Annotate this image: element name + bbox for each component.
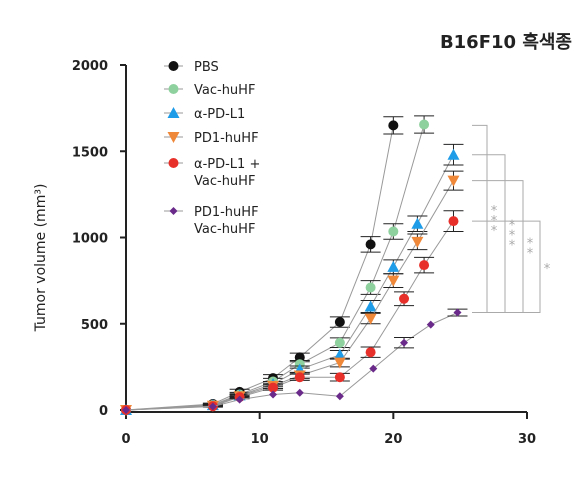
data-point: [335, 392, 344, 401]
significance-mark: *: [509, 219, 516, 234]
data-point: [294, 352, 305, 363]
legend-item: PBS: [164, 60, 219, 75]
legend-label: α-PD-L1 + Vac-huHF: [194, 157, 260, 189]
data-point: [419, 260, 430, 271]
legend-item: Vac-huHF: [164, 83, 255, 98]
data-point: [334, 337, 345, 348]
legend-marker: [167, 107, 180, 118]
data-point: [447, 175, 460, 187]
legend-label: α-PD-L1: [194, 107, 245, 122]
data-point: [388, 120, 399, 131]
significance-mark: *: [527, 237, 534, 252]
significance-brackets: *** *** ***: [472, 124, 551, 314]
legend-item: α-PD-L1: [164, 107, 245, 122]
data-point: [387, 275, 400, 287]
series-line: [125, 220, 454, 411]
series-line: [125, 180, 454, 411]
data-point: [387, 260, 400, 272]
series-layer: [120, 115, 468, 416]
legend: PBS Vac-huHF α-PD-L1 PD1-huHF α-PD-L1 + Vac-h…: [164, 60, 260, 237]
data-point: [334, 372, 345, 383]
y-tick-label: 1000: [72, 232, 108, 247]
significance-mark: *: [509, 229, 516, 244]
legend-label: PD1-huHF: [194, 131, 259, 146]
series-line: [125, 124, 425, 411]
y-tick-label: 2000: [72, 59, 108, 74]
data-point: [364, 300, 377, 312]
legend-marker: [169, 207, 178, 215]
y-tick-label: 500: [81, 318, 108, 333]
series-line: [125, 154, 454, 411]
significance-mark: *: [491, 224, 498, 239]
data-point: [453, 308, 462, 317]
legend-label: PD1-huHF Vac-huHF: [194, 205, 259, 237]
data-point: [268, 382, 279, 393]
data-point: [333, 357, 346, 369]
x-tick-label: 20: [384, 432, 402, 447]
data-point: [295, 388, 304, 397]
series-line: [125, 312, 458, 411]
data-point: [364, 313, 377, 325]
legend-label: PBS: [194, 60, 219, 75]
significance-mark: *: [527, 247, 534, 262]
data-point: [334, 317, 345, 328]
x-tick-label: 30: [518, 432, 536, 447]
series-4: [121, 210, 464, 415]
series-1: [121, 115, 435, 415]
data-point: [365, 347, 376, 358]
legend-item: PD1-huHF: [164, 131, 259, 146]
significance-bracket: [472, 180, 524, 314]
data-point: [447, 148, 460, 160]
x-tick-label: 10: [251, 432, 269, 447]
data-point: [365, 239, 376, 250]
data-point: [400, 338, 409, 347]
data-point: [411, 236, 424, 248]
data-point: [388, 226, 399, 237]
x-tick-label: 0: [121, 432, 130, 447]
data-point: [294, 372, 305, 383]
data-point: [448, 216, 459, 227]
data-point: [235, 395, 244, 404]
data-point: [333, 348, 346, 360]
data-point: [426, 320, 435, 329]
data-point: [365, 282, 376, 293]
legend-marker: [168, 158, 179, 168]
legend-marker: [168, 61, 179, 71]
significance-mark: *: [491, 204, 498, 219]
y-axis-label: Tumor volume (mm³): [33, 184, 49, 333]
series-5: [122, 308, 468, 414]
y-tick-label: 1500: [72, 145, 108, 160]
data-point: [419, 119, 430, 130]
legend-marker: [168, 84, 179, 94]
significance-bracket: [472, 220, 541, 314]
data-point: [269, 390, 278, 399]
significance-mark: *: [509, 239, 516, 254]
data-point: [208, 402, 217, 411]
data-point: [369, 364, 378, 373]
legend-item: PD1-huHF Vac-huHF: [164, 205, 259, 237]
chart-title: B16F10 흑색종: [440, 31, 572, 53]
series-3: [120, 170, 464, 416]
y-tick-label: 0: [99, 404, 108, 419]
legend-label: Vac-huHF: [194, 83, 255, 98]
significance-bracket: [472, 124, 488, 314]
legend-item: α-PD-L1 + Vac-huHF: [164, 157, 260, 189]
data-point: [411, 217, 424, 229]
significance-bracket: [472, 154, 506, 314]
series-0: [121, 116, 404, 415]
data-point: [399, 293, 410, 304]
data-point: [122, 406, 130, 414]
significance-mark: *: [544, 262, 551, 277]
legend-marker: [167, 132, 180, 143]
axes: 0 500 1000 1500 2000 0 10 20 30 Tumor volume (mm³…: [33, 59, 536, 447]
